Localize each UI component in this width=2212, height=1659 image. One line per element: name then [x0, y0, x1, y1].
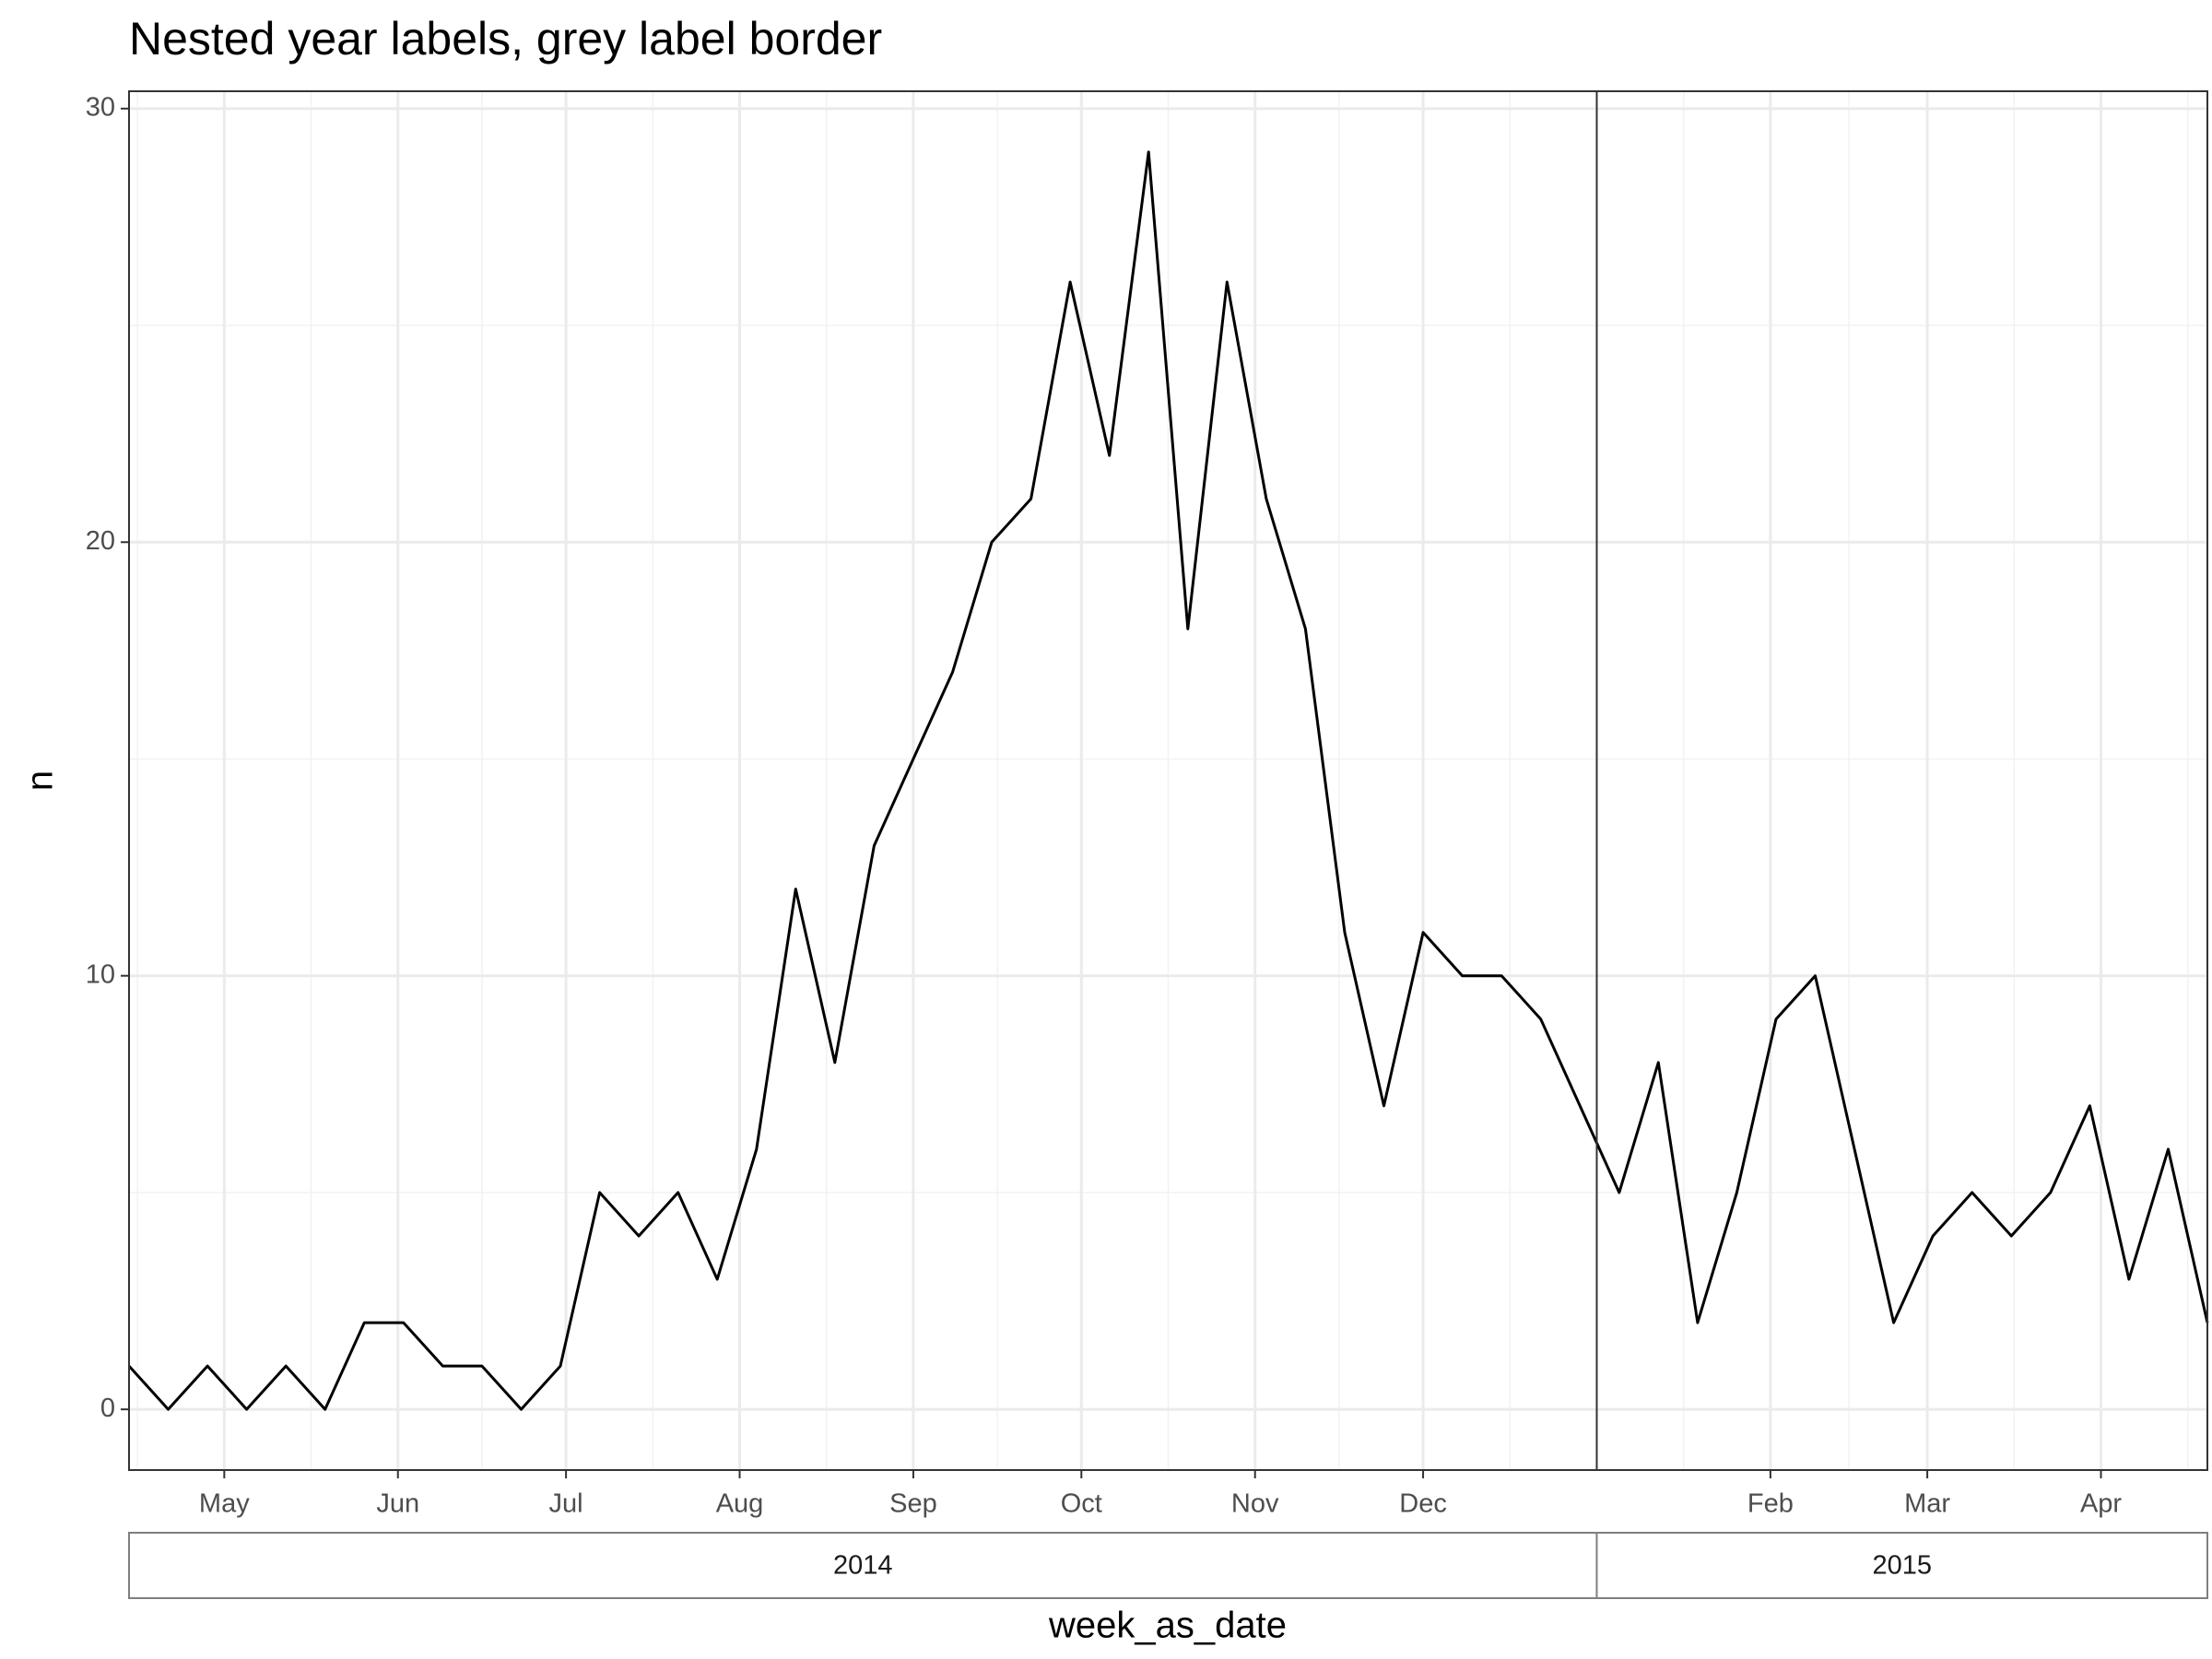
x-tick-label: Dec	[1399, 1489, 1447, 1519]
x-tick-label: Apr	[2080, 1489, 2122, 1519]
y-axis-title: n	[20, 771, 61, 791]
chart-title: Nested year labels, grey label border	[129, 13, 882, 65]
y-tick-label: 0	[100, 1394, 115, 1423]
year-label: 2015	[1872, 1551, 1932, 1581]
x-axis-title: week_as_date	[1048, 1606, 1287, 1646]
data-line	[127, 150, 2209, 1411]
y-tick-label: 30	[86, 92, 115, 122]
x-tick-label: Jun	[376, 1489, 419, 1519]
x-tick-label: Oct	[1061, 1489, 1102, 1519]
x-tick-label: Nov	[1231, 1489, 1279, 1519]
y-tick-label: 10	[86, 959, 115, 989]
x-tick-label: Aug	[716, 1489, 764, 1519]
y-tick-label: 20	[86, 526, 115, 556]
x-tick-label: May	[199, 1489, 250, 1519]
x-tick-label: Mar	[1904, 1489, 1950, 1519]
x-tick-label: Feb	[1747, 1489, 1794, 1519]
year-strip	[1595, 1532, 2208, 1599]
year-strip	[128, 1532, 1598, 1599]
x-tick-label: Jul	[549, 1489, 583, 1519]
panel-border	[128, 90, 2208, 1471]
year-label: 2014	[833, 1551, 893, 1581]
x-tick-label: Sep	[889, 1489, 937, 1519]
